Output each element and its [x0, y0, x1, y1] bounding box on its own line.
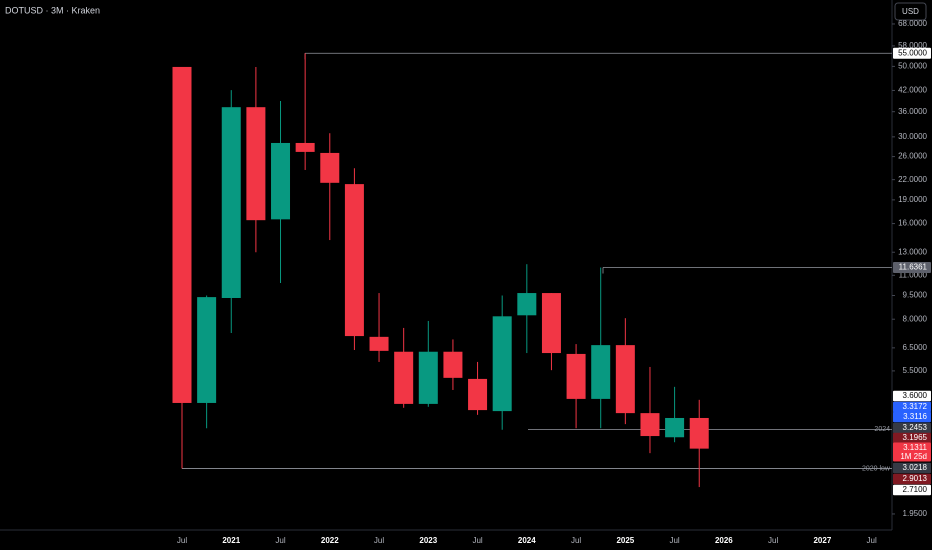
candle-body [320, 152, 340, 183]
candle-body [640, 413, 660, 437]
x-tick-label: Jul [669, 536, 679, 545]
candle-body [492, 316, 512, 412]
candle-body [197, 297, 217, 403]
currency-button[interactable] [894, 2, 927, 21]
y-tick-label: 22.0000 [898, 175, 927, 184]
candle-body [394, 351, 414, 404]
price-label-box [893, 442, 931, 462]
price-label-box [893, 401, 931, 413]
y-tick-label: 58.0000 [898, 41, 927, 50]
price-label: 3.1311 [903, 443, 927, 452]
price-label: 3.0218 [903, 463, 928, 472]
candle-body [615, 345, 635, 414]
y-tick-label: 68.0000 [898, 19, 927, 28]
x-tick-label: Jul [472, 536, 482, 545]
x-tick-label: Jul [867, 536, 877, 545]
currency-label[interactable]: USD [902, 7, 919, 16]
candle-body [246, 107, 266, 221]
y-tick-label: 6.5000 [903, 343, 928, 352]
y-tick-label: 42.0000 [898, 86, 927, 95]
y-tick-label: 1.9500 [903, 509, 928, 518]
x-tick-label: Jul [177, 536, 187, 545]
price-label: 3.2453 [903, 423, 928, 432]
y-tick-label: 8.0000 [903, 314, 928, 323]
x-tick-label: 2023 [419, 536, 437, 545]
candle-body [665, 417, 685, 438]
price-label-box [893, 462, 931, 474]
y-tick-label: 36.0000 [898, 107, 927, 116]
y-tick-label: 30.0000 [898, 132, 927, 141]
price-label-box [893, 390, 931, 402]
candle-body [591, 345, 611, 399]
y-tick-label: 13.0000 [898, 247, 927, 256]
x-tick-label: 2025 [616, 536, 634, 545]
countdown-label: 1M 25d [900, 452, 927, 461]
price-label: 11.6361 [899, 263, 928, 272]
y-tick-label: 9.5000 [903, 291, 928, 300]
price-label-box [893, 473, 931, 485]
price-label: 2.7100 [903, 485, 928, 494]
y-tick-label: 19.0000 [898, 195, 927, 204]
price-label: 3.3116 [903, 412, 927, 421]
candle-body [295, 142, 315, 152]
y-tick-label: 26.0000 [898, 152, 927, 161]
candle-body [369, 336, 389, 351]
x-tick-label: 2027 [813, 536, 831, 545]
y-tick-label: 5.5000 [903, 366, 928, 375]
y-tick-label: 11.0000 [899, 270, 928, 279]
level-note: 2020 low [862, 465, 891, 472]
price-label: 3.6000 [903, 391, 928, 400]
candle-body [172, 66, 192, 403]
candle-body [468, 378, 488, 411]
price-label-box [893, 262, 931, 274]
x-tick-label: 2021 [222, 536, 240, 545]
price-label: 3.1965 [903, 433, 928, 442]
price-label: 55.0000 [898, 48, 927, 57]
price-label-box [893, 47, 931, 59]
y-tick-label: 50.0000 [898, 61, 927, 70]
price-label-box [893, 432, 931, 444]
symbol-title: DOTUSD · 3M · Kraken [5, 5, 100, 15]
candle-body [443, 351, 463, 378]
x-tick-label: 2026 [715, 536, 733, 545]
candle-body [541, 293, 561, 354]
candle-body [566, 353, 586, 399]
price-label-box [893, 411, 931, 423]
x-tick-label: 2022 [321, 536, 339, 545]
x-tick-label: Jul [571, 536, 581, 545]
candle-body [271, 142, 291, 220]
candle-body [517, 293, 537, 316]
price-label-box [893, 484, 931, 496]
x-tick-label: 2024 [518, 536, 536, 545]
price-label: 2.9013 [903, 474, 928, 483]
x-tick-label: Jul [374, 536, 384, 545]
price-label: 3.3172 [903, 402, 928, 411]
y-tick-label: 16.0000 [898, 219, 927, 228]
candle-body [689, 417, 709, 449]
level-note: 2024 [874, 426, 890, 433]
candle-body [221, 107, 241, 298]
candle-body [418, 351, 438, 404]
x-tick-label: Jul [275, 536, 285, 545]
x-tick-label: Jul [768, 536, 778, 545]
candle-body [344, 184, 364, 337]
price-label-box [893, 422, 931, 434]
